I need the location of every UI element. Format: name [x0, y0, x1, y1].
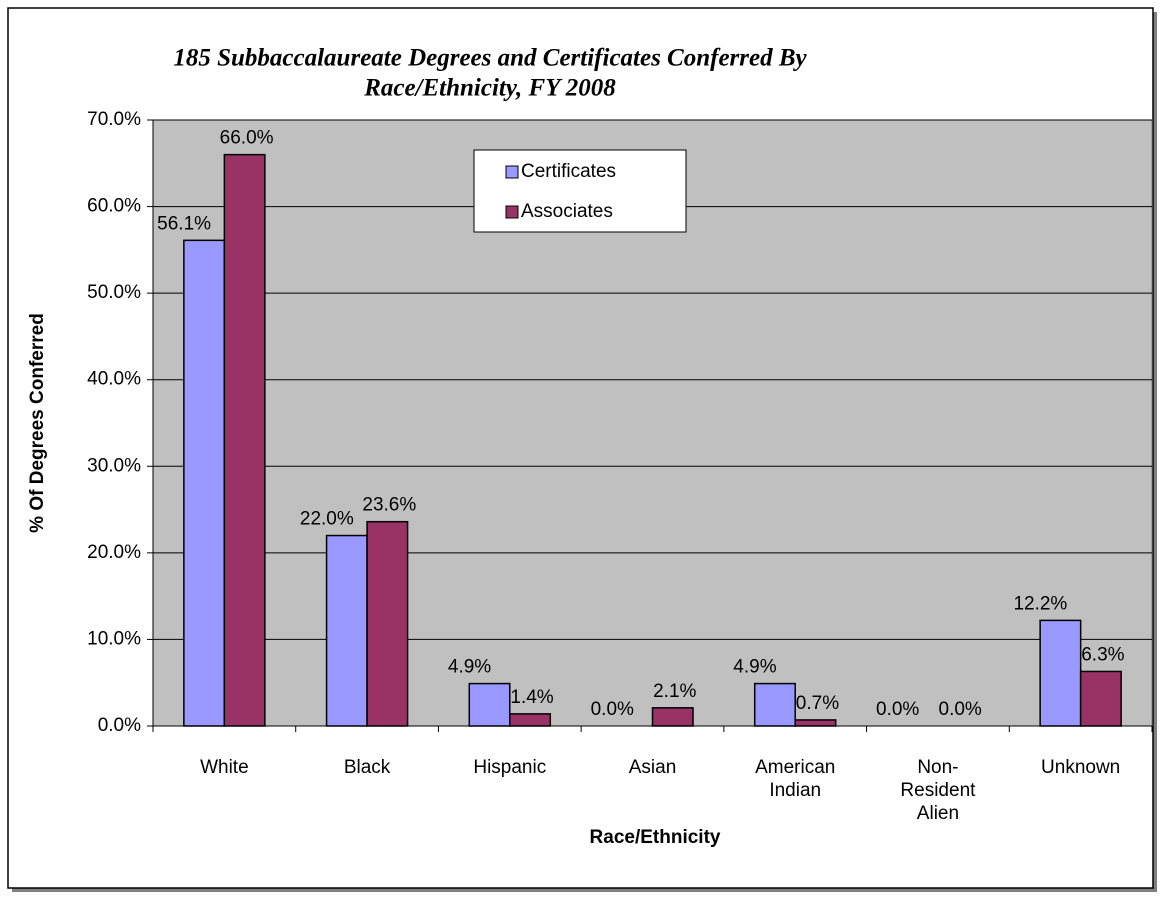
value-label: 4.9%	[448, 657, 491, 678]
y-tick-label: 0.0%	[98, 715, 141, 736]
value-label: 56.1%	[157, 213, 211, 234]
bar	[183, 239, 226, 727]
bar	[794, 719, 837, 727]
legend-label: Certificates	[521, 161, 616, 182]
value-label: 12.2%	[1013, 593, 1067, 614]
bar	[753, 682, 796, 727]
value-label: 6.3%	[1081, 644, 1124, 665]
y-tick-label: 50.0%	[87, 282, 141, 303]
chart-title: Race/Ethnicity, FY 2008	[363, 75, 616, 102]
value-label: 0.0%	[591, 699, 634, 720]
bar	[1039, 619, 1082, 727]
y-tick-label: 20.0%	[87, 542, 141, 563]
value-label: 1.4%	[510, 687, 553, 708]
x-axis-label: Race/Ethnicity	[590, 827, 721, 848]
x-tick-label: Unknown	[1041, 757, 1120, 778]
legend-swatch	[505, 165, 519, 179]
bar	[468, 682, 511, 727]
x-tick-label: American Indian	[755, 757, 835, 801]
value-label: 22.0%	[300, 509, 354, 530]
bar	[325, 534, 368, 727]
value-label: 2.1%	[653, 681, 696, 702]
value-label: 4.9%	[733, 657, 776, 678]
bar	[223, 153, 266, 727]
x-tick-label: White	[200, 757, 249, 778]
chart-title: 185 Subbaccalaureate Degrees and Certifi…	[173, 45, 807, 72]
value-label: 0.0%	[939, 699, 982, 720]
bar	[366, 520, 409, 727]
bar	[651, 707, 694, 727]
y-tick-label: 40.0%	[87, 369, 141, 390]
x-tick-label: Non-Resident Alien	[900, 757, 976, 824]
bar	[509, 713, 552, 727]
y-axis-label: % Of Degrees Conferred	[27, 313, 48, 533]
y-tick-label: 70.0%	[87, 109, 141, 130]
value-label: 0.7%	[796, 693, 839, 714]
legend-swatch	[505, 205, 519, 219]
value-label: 23.6%	[362, 495, 416, 516]
value-label: 0.0%	[876, 699, 919, 720]
value-label: 66.0%	[220, 128, 274, 149]
y-tick-label: 60.0%	[87, 196, 141, 217]
x-tick-label: Black	[344, 757, 391, 778]
y-tick-label: 10.0%	[87, 628, 141, 649]
x-tick-label: Hispanic	[473, 757, 546, 778]
legend-label: Associates	[521, 201, 613, 222]
x-tick-label: Asian	[629, 757, 677, 778]
bar	[1079, 670, 1122, 727]
y-tick-label: 30.0%	[87, 455, 141, 476]
